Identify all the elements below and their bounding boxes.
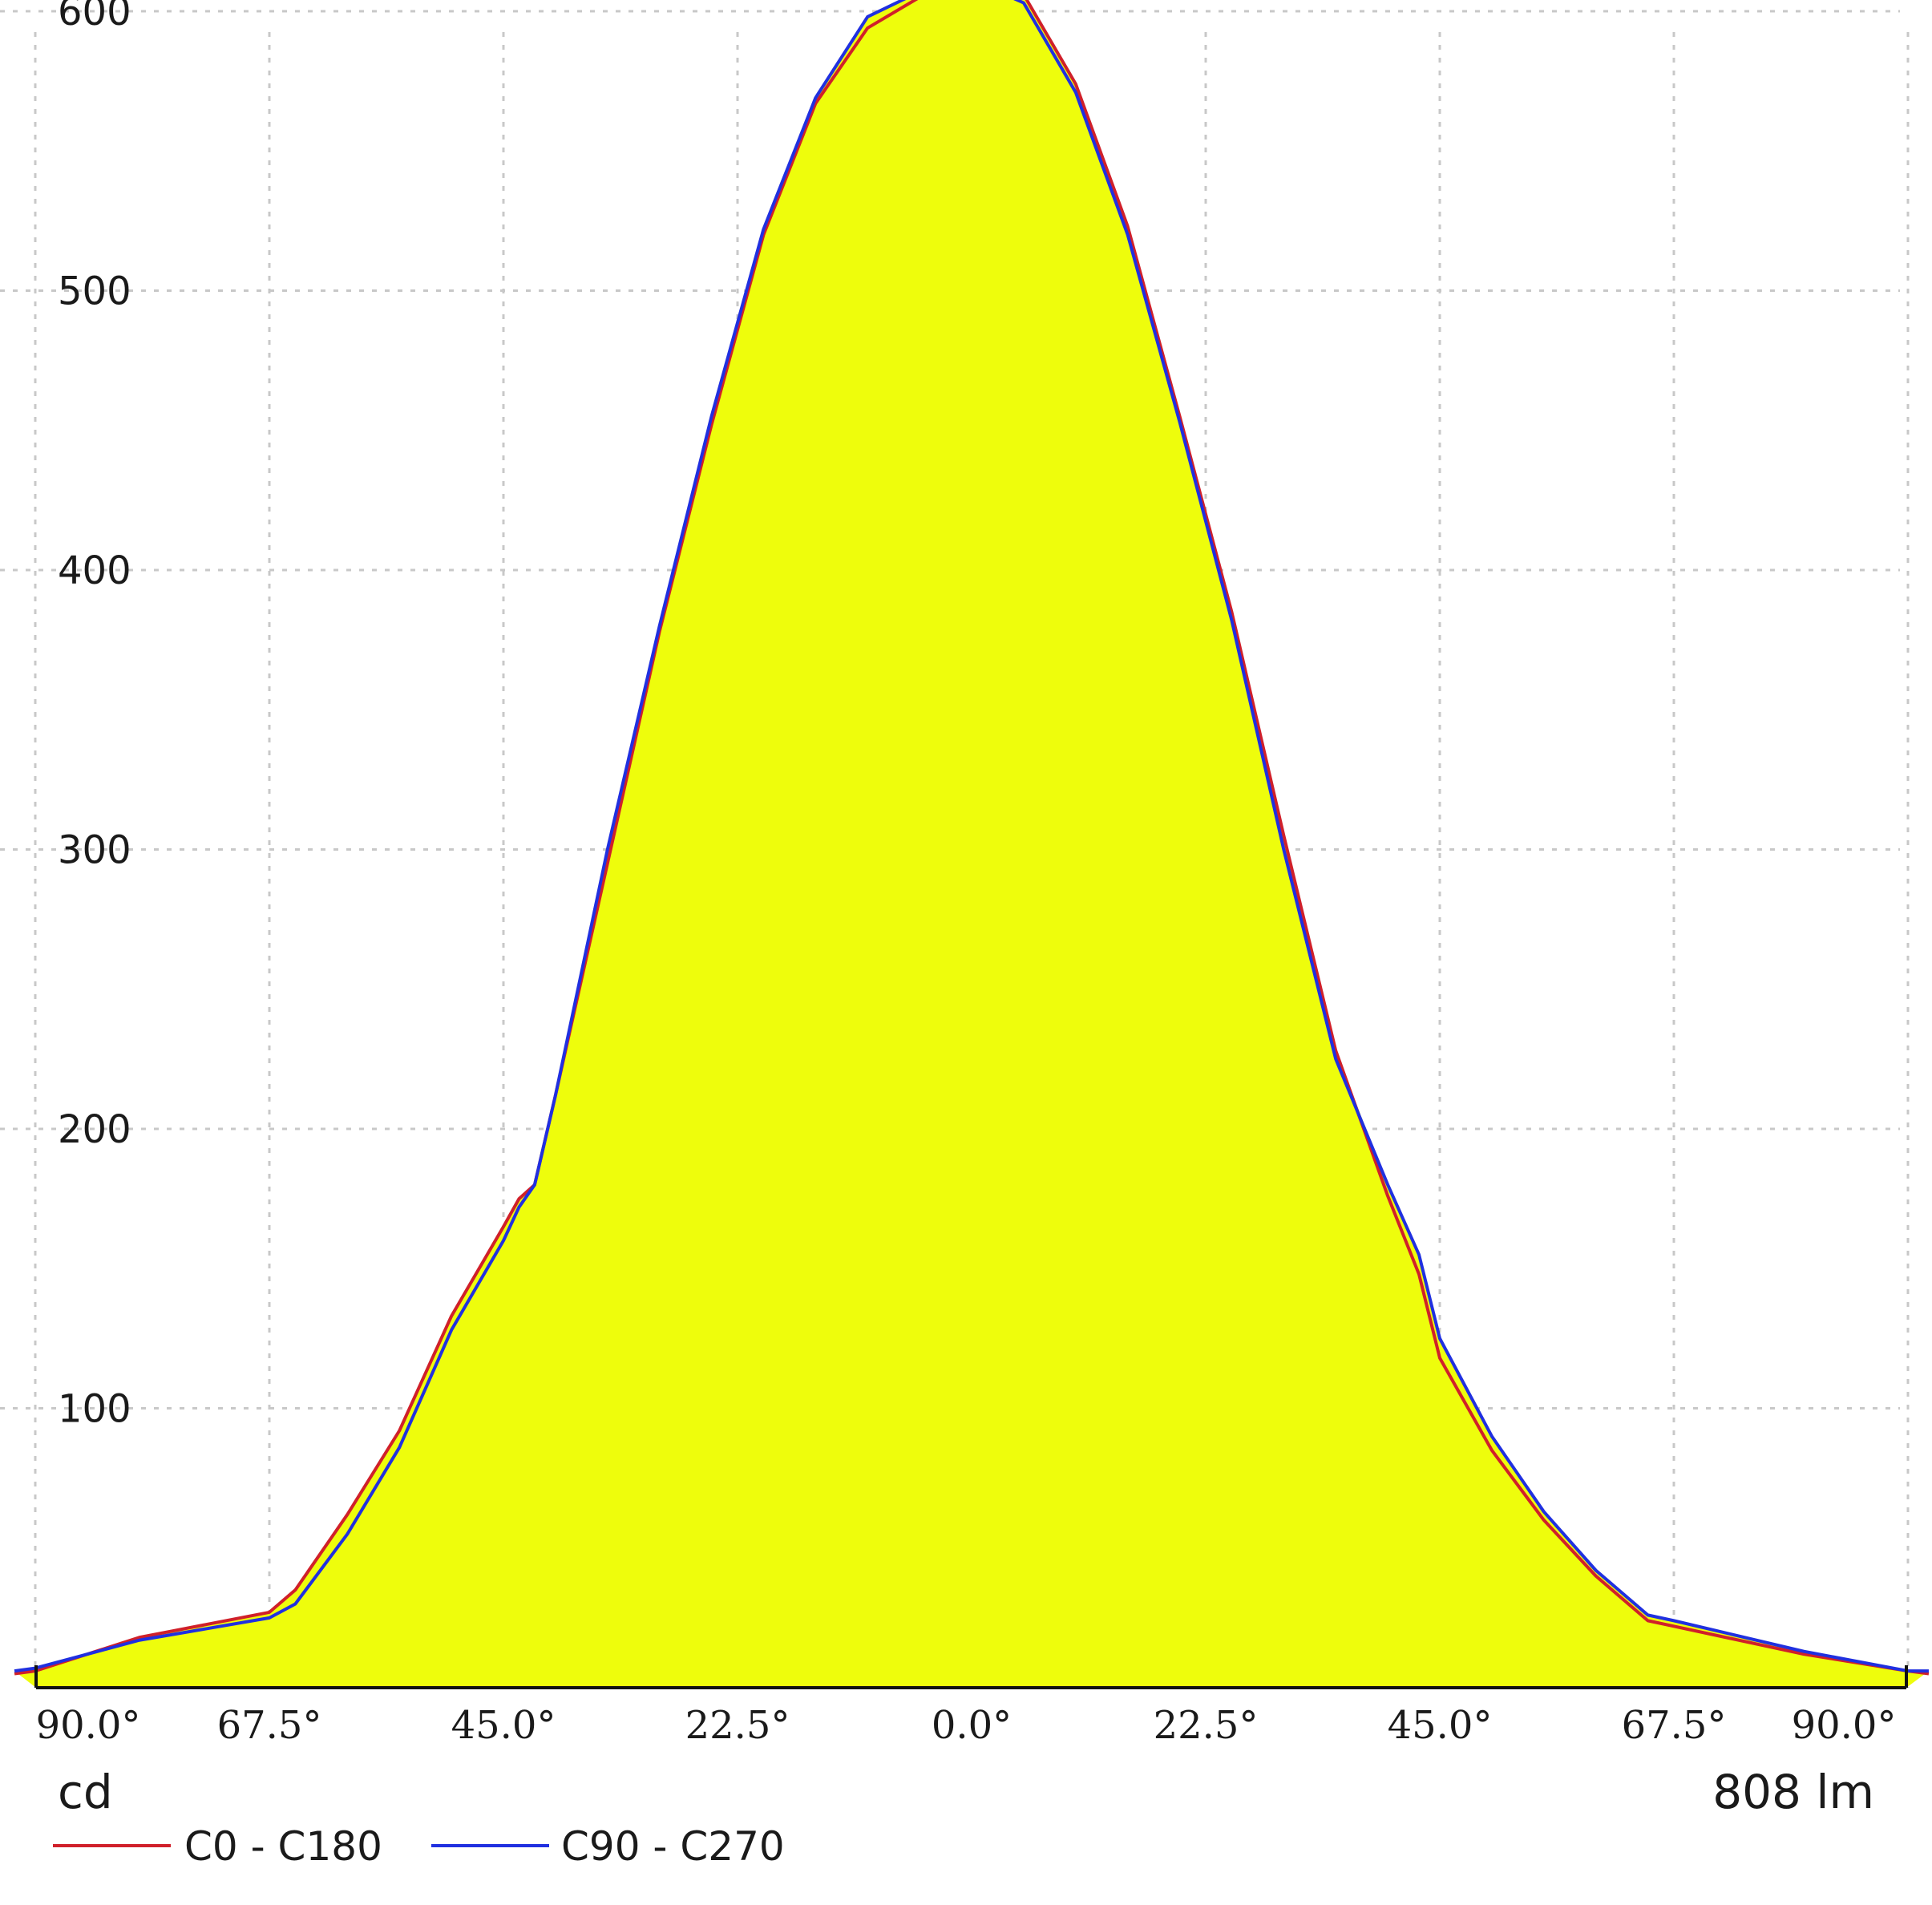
x-tick-label: 45.0° — [1388, 1703, 1493, 1748]
x-tick-label: 90.0° — [36, 1703, 141, 1748]
x-tick-label: 0.0° — [932, 1703, 1012, 1748]
y-tick-label: 500 — [58, 269, 131, 314]
fill-area-layer — [14, 0, 1929, 1688]
x-tick-labels: 90.0° 67.5° 45.0° 22.5° 0.0° 22.5° 45.0° 67.5° 9… — [36, 1703, 1897, 1748]
legend: C0 - C180 C90 - C270 — [53, 1823, 785, 1870]
x-tick-label: 67.5° — [1622, 1703, 1727, 1748]
y-tick-labels: 100 200 300 400 500 600 — [58, 0, 131, 1432]
flux-label: 808 lm — [1712, 1765, 1874, 1819]
y-tick-label: 300 — [58, 828, 131, 873]
y-unit-label: cd — [58, 1765, 113, 1819]
x-tick-label: 90.0° — [1792, 1703, 1897, 1748]
x-tick-label: 67.5° — [217, 1703, 322, 1748]
x-tick-label: 22.5° — [1154, 1703, 1259, 1748]
series-layer — [14, 0, 1930, 1676]
axes — [34, 1665, 1908, 1689]
intensity-fill-area — [14, 0, 1929, 1688]
x-tick-label: 22.5° — [685, 1703, 790, 1748]
y-tick-label: 600 — [58, 0, 131, 34]
y-tick-label: 100 — [58, 1387, 131, 1432]
y-tick-label: 400 — [58, 548, 131, 593]
legend-label-c0-c180: C0 - C180 — [184, 1823, 382, 1870]
x-tick-label: 45.0° — [451, 1703, 556, 1748]
series-line-c90-c270 — [14, 0, 1929, 1673]
legend-label-c90-c270: C90 - C270 — [561, 1823, 785, 1870]
series-line-c0-c180 — [14, 0, 1930, 1676]
y-tick-label: 200 — [58, 1107, 131, 1152]
